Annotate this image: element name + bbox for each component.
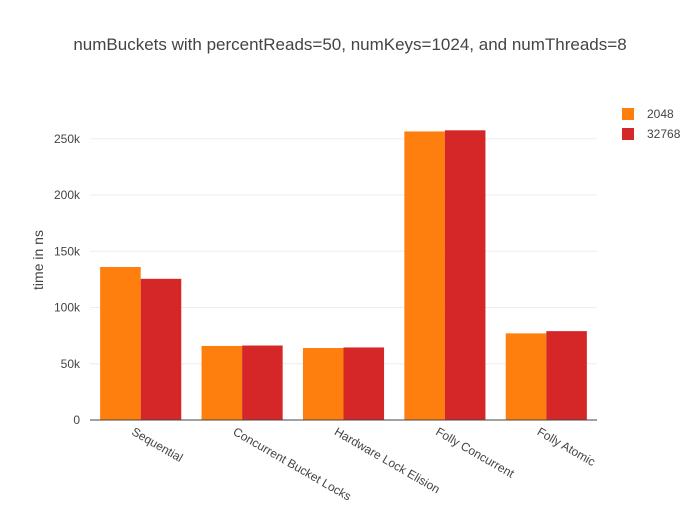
bar-32768-3 xyxy=(444,130,486,420)
bar-32768-1 xyxy=(242,345,283,420)
bar-2048-3 xyxy=(404,131,445,420)
y-tick-label: 200k xyxy=(54,188,81,202)
legend-label-32768: 32768 xyxy=(647,127,681,141)
bar-32768-2 xyxy=(343,347,385,420)
y-tick-label: 100k xyxy=(54,301,81,315)
bar-2048-0 xyxy=(100,267,141,420)
bars xyxy=(100,130,587,420)
y-tick-label: 50k xyxy=(61,357,81,371)
bar-32768-0 xyxy=(140,278,182,420)
x-tick-label: Hardware Lock Elision xyxy=(332,424,442,496)
bar-2048-4 xyxy=(505,333,547,420)
x-tick-label: Folly Atomic xyxy=(535,424,598,468)
y-tick-label: 250k xyxy=(54,132,81,146)
legend-swatch-2048 xyxy=(622,108,634,120)
y-axis-label: time in ns xyxy=(30,230,46,290)
legend-swatch-32768 xyxy=(622,128,634,140)
bar-2048-2 xyxy=(302,348,344,420)
legend-label-2048: 2048 xyxy=(647,107,674,121)
x-tick-label: Sequential xyxy=(129,424,185,464)
legend: 2048 32768 xyxy=(622,107,681,141)
bar-32768-4 xyxy=(546,331,587,420)
bar-2048-1 xyxy=(201,345,243,420)
x-tick-label: Folly Concurrent xyxy=(433,424,517,480)
y-tick-label: 150k xyxy=(54,244,81,258)
chart-title: numBuckets with percentReads=50, numKeys… xyxy=(73,35,626,54)
y-tick-label: 0 xyxy=(73,413,80,427)
